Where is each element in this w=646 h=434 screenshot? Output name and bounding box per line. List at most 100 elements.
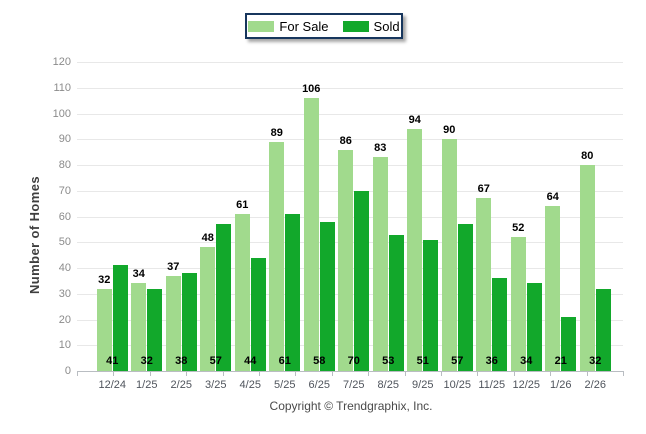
- x-category-label-6/25: 6/25: [308, 379, 330, 391]
- for-sale-value-label: 80: [581, 150, 594, 162]
- for-sale-value-label: 34: [132, 268, 145, 281]
- y-tick-label-100: 100: [52, 107, 71, 120]
- x-category-label-11/25: 11/25: [478, 379, 506, 391]
- bar-for-sale-8/25: [372, 157, 388, 371]
- x-axis-tick: [149, 372, 151, 376]
- bar-sold-6/25: [319, 221, 335, 371]
- for-sale-value-label: 106: [302, 83, 321, 96]
- legend-label-sold: Sold: [373, 18, 400, 34]
- x-axis-tick: [259, 372, 260, 376]
- sold-value-label: 36: [485, 355, 498, 367]
- sold-value-label: 58: [313, 355, 326, 367]
- bar-for-sale-9/25: [407, 128, 423, 371]
- sold-value-label: 70: [347, 355, 360, 367]
- y-tick-label-90: 90: [58, 133, 71, 146]
- bar-for-sale-2/25: [165, 275, 181, 371]
- bar-for-sale-1/26: [545, 206, 561, 371]
- x-category-label-1/25: 1/25: [136, 379, 158, 391]
- bar-sold-3/25: [216, 224, 232, 371]
- bar-for-sale-12/24: [96, 288, 112, 371]
- bar-for-sale-11/25: [476, 198, 492, 371]
- x-axis-tick: [586, 372, 588, 376]
- gridline-100: [77, 113, 623, 115]
- for-sale-value-label: 67: [477, 183, 490, 196]
- bar-for-sale-6/25: [303, 98, 319, 371]
- bar-for-sale-10/25: [441, 139, 457, 371]
- x-category-label-2/26: 2/26: [584, 379, 606, 391]
- x-axis-tick: [404, 372, 406, 376]
- bar-for-sale-4/25: [234, 213, 250, 371]
- x-category-label-12/24: 12/24: [98, 379, 127, 391]
- for-sale-value-label: 32: [98, 273, 111, 286]
- y-tick-label-30: 30: [58, 287, 71, 300]
- bar-for-sale-12/25: [510, 237, 526, 371]
- y-tick-label-10: 10: [58, 339, 71, 352]
- y-tick-label-70: 70: [58, 184, 71, 197]
- x-axis-line: [77, 371, 624, 372]
- x-category-label-9/25: 9/25: [412, 379, 434, 391]
- y-tick-label-0: 0: [64, 365, 71, 377]
- sold-value-label: 61: [278, 355, 291, 367]
- bar-for-sale-5/25: [269, 141, 285, 371]
- y-tick-label-60: 60: [58, 210, 71, 223]
- bar-sold-9/25: [423, 239, 439, 371]
- bar-sold-7/25: [354, 190, 370, 371]
- x-axis-tick: [477, 372, 479, 376]
- bar-sold-1/25: [147, 288, 163, 371]
- sold-value-label: 21: [554, 355, 567, 367]
- gridline-120: [77, 62, 623, 63]
- x-axis-tick: [550, 372, 552, 376]
- sold-value-label: 51: [416, 355, 429, 367]
- x-category-label-8/25: 8/25: [377, 379, 399, 391]
- copyright-text: Copyright © Trendgraphix, Inc.: [269, 399, 433, 413]
- sold-value-label: 53: [382, 355, 395, 367]
- for-sale-value-label: 61: [236, 198, 249, 211]
- bar-sold-10/25: [457, 224, 473, 371]
- x-axis-tick: [441, 372, 442, 376]
- bar-for-sale-2/26: [579, 165, 595, 371]
- sold-value-label: 41: [106, 355, 119, 367]
- sold-value-label: 32: [589, 355, 602, 367]
- bar-sold-12/24: [112, 265, 128, 371]
- for-sale-value-label: 64: [546, 191, 559, 204]
- for-sale-value-label: 48: [201, 232, 214, 245]
- legend-label-for-sale: For Sale: [279, 18, 329, 34]
- x-category-label-7/25: 7/25: [343, 379, 365, 391]
- bar-for-sale-3/25: [200, 247, 216, 371]
- x-axis-tick: [186, 372, 188, 376]
- legend-item-for-sale: For Sale: [248, 18, 329, 34]
- x-category-label-1/26: 1/26: [550, 379, 572, 391]
- for-sale-swatch-icon: [248, 20, 275, 32]
- x-axis-tick: [623, 372, 624, 376]
- bar-sold-12/25: [526, 283, 542, 371]
- x-category-label-5/25: 5/25: [274, 379, 296, 391]
- x-axis-tick: [222, 372, 224, 376]
- x-axis-tick: [295, 372, 297, 376]
- sold-value-label: 32: [140, 355, 153, 367]
- bar-sold-2/25: [181, 273, 197, 371]
- y-tick-label-40: 40: [58, 262, 71, 274]
- x-category-label-10/25: 10/25: [443, 379, 472, 391]
- gridline-110: [77, 87, 623, 89]
- bar-sold-2/26: [595, 288, 611, 371]
- x-axis-tick: [513, 372, 515, 376]
- y-tick-label-20: 20: [58, 313, 71, 326]
- bar-sold-5/25: [285, 213, 301, 371]
- sold-value-label: 57: [209, 355, 222, 367]
- sold-value-label: 34: [520, 355, 533, 367]
- for-sale-value-label: 90: [443, 124, 456, 137]
- y-tick-label-120: 120: [52, 56, 71, 68]
- y-tick-label-50: 50: [58, 236, 71, 249]
- for-sale-value-label: 52: [512, 222, 525, 235]
- y-tick-label-110: 110: [53, 81, 71, 94]
- bar-sold-11/25: [492, 278, 508, 371]
- for-sale-value-label: 94: [408, 113, 421, 126]
- gridline-90: [77, 139, 623, 141]
- bar-sold-1/26: [561, 316, 577, 371]
- x-category-label-2/25: 2/25: [170, 379, 192, 391]
- for-sale-value-label: 83: [374, 142, 387, 155]
- sold-value-label: 44: [244, 355, 257, 367]
- sold-value-label: 57: [451, 355, 464, 367]
- legend-item-sold: Sold: [342, 18, 400, 34]
